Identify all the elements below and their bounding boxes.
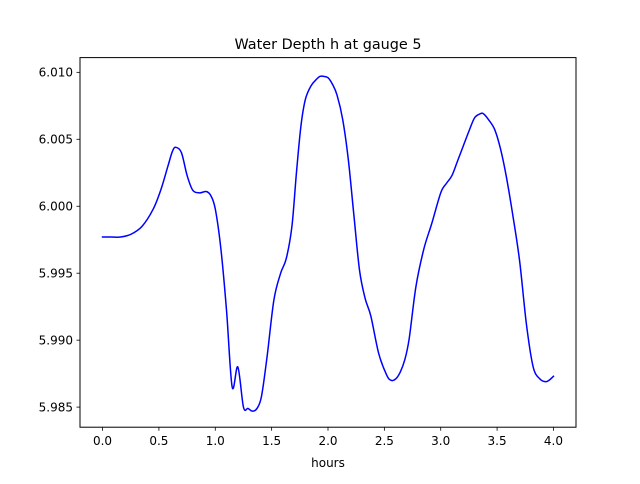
- y-tick-label: 5.995: [39, 266, 73, 280]
- x-tick-label: 0.5: [149, 434, 168, 448]
- y-tick-label: 5.990: [39, 333, 73, 347]
- x-tick-label: 3.5: [488, 434, 507, 448]
- plot-frame: [79, 57, 577, 428]
- x-tick-label: 0.0: [93, 434, 112, 448]
- x-tick-label: 4.0: [544, 434, 563, 448]
- y-tick-label: 6.005: [39, 132, 73, 146]
- y-tick-label: 6.000: [39, 199, 73, 213]
- x-tick-label: 1.0: [206, 434, 225, 448]
- y-tick-label: 5.985: [39, 400, 73, 414]
- x-tick-label: 3.0: [431, 434, 450, 448]
- series-layer: [101, 75, 555, 412]
- series-line-0: [101, 75, 555, 412]
- x-axis-ticks: 0.0 0.5 1.0 1.5 2.0 2.5 3.0 3.5 4.0: [93, 427, 563, 448]
- x-tick-label: 2.5: [375, 434, 394, 448]
- y-tick-label: 6.010: [39, 66, 73, 80]
- x-tick-label: 2.0: [318, 434, 337, 448]
- chart-title: Water Depth h at gauge 5: [234, 37, 421, 53]
- y-axis-ticks: 5.985 5.990 5.995 6.000 6.005 6.010: [39, 66, 80, 414]
- x-axis-label: hours: [311, 456, 345, 470]
- x-tick-label: 1.5: [262, 434, 281, 448]
